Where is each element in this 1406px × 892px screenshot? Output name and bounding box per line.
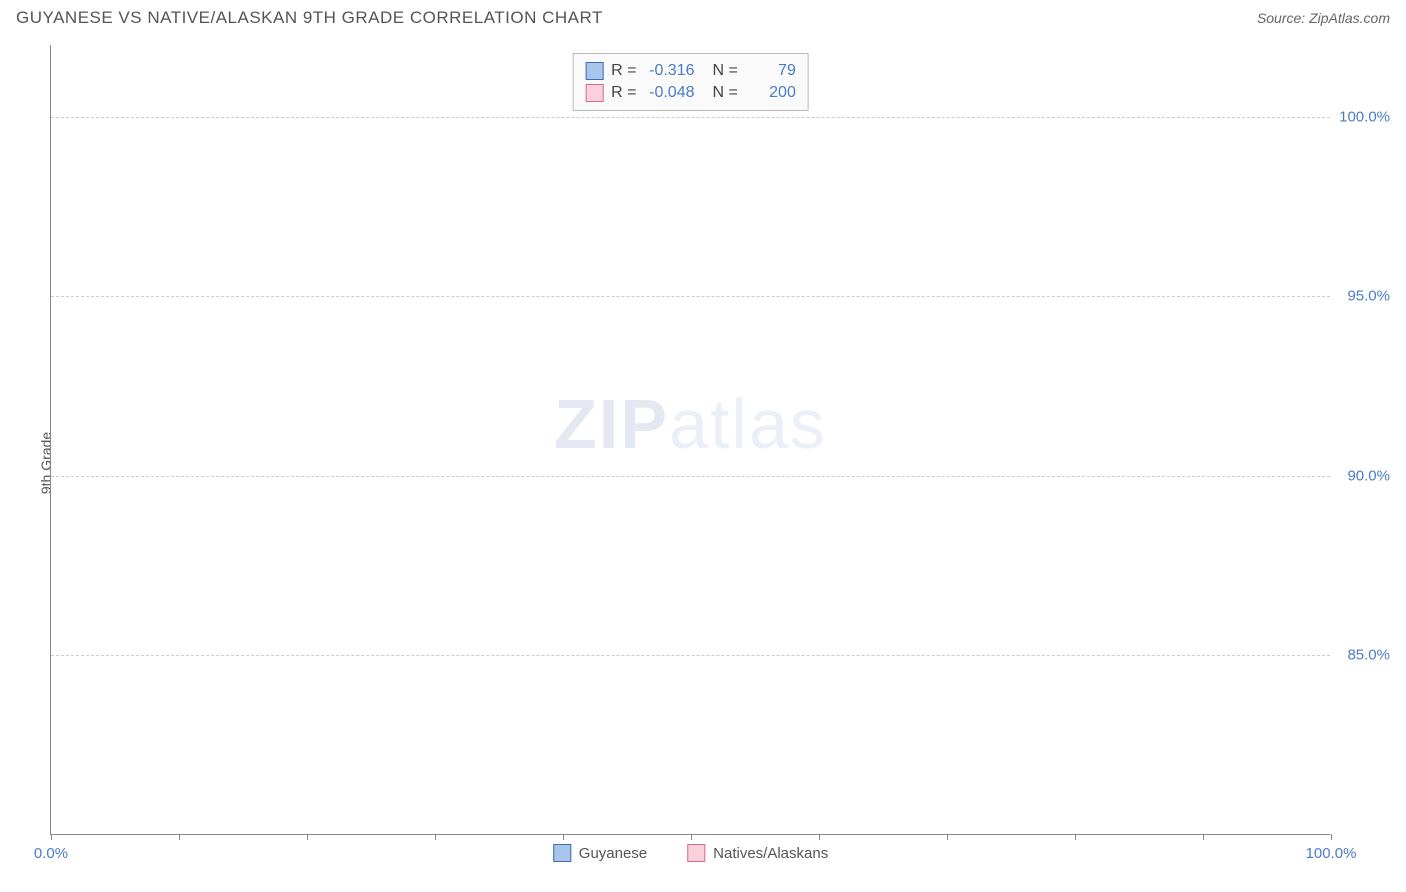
legend-row-1: R = -0.316 N = 79 — [585, 60, 796, 82]
chart-container: 9th Grade ZIPatlas R = -0.316 N = 79 R =… — [50, 45, 1380, 865]
n-label-1: N = — [713, 62, 738, 80]
x-tick-label: 0.0% — [34, 845, 68, 862]
r-value-2: -0.048 — [645, 84, 695, 102]
legend-swatch-natives — [585, 84, 603, 102]
x-tick-label: 100.0% — [1306, 845, 1357, 862]
bottom-swatch-natives — [687, 844, 705, 862]
legend-row-2: R = -0.048 N = 200 — [585, 82, 796, 104]
y-tick-label: 85.0% — [1335, 647, 1390, 664]
plot-area: ZIPatlas R = -0.316 N = 79 R = -0.048 N … — [50, 45, 1330, 835]
y-tick-label: 100.0% — [1335, 108, 1390, 125]
legend-bottom-natives: Natives/Alaskans — [687, 844, 828, 862]
r-value-1: -0.316 — [645, 62, 695, 80]
n-value-2: 200 — [746, 84, 796, 102]
legend-swatch-guyanese — [585, 62, 603, 80]
chart-title: GUYANESE VS NATIVE/ALASKAN 9TH GRADE COR… — [16, 8, 603, 28]
y-tick-label: 90.0% — [1335, 467, 1390, 484]
r-label-2: R = — [611, 84, 636, 102]
title-bar: GUYANESE VS NATIVE/ALASKAN 9TH GRADE COR… — [0, 0, 1406, 32]
legend-top: R = -0.316 N = 79 R = -0.048 N = 200 — [572, 53, 809, 111]
bottom-label-natives: Natives/Alaskans — [713, 845, 828, 862]
plot-svg — [51, 45, 1330, 834]
source-label: Source: ZipAtlas.com — [1257, 10, 1390, 26]
y-tick-label: 95.0% — [1335, 288, 1390, 305]
legend-bottom-guyanese: Guyanese — [553, 844, 647, 862]
n-value-1: 79 — [746, 62, 796, 80]
legend-bottom: Guyanese Natives/Alaskans — [553, 844, 828, 862]
bottom-label-guyanese: Guyanese — [579, 845, 647, 862]
n-label-2: N = — [713, 84, 738, 102]
r-label-1: R = — [611, 62, 636, 80]
bottom-swatch-guyanese — [553, 844, 571, 862]
